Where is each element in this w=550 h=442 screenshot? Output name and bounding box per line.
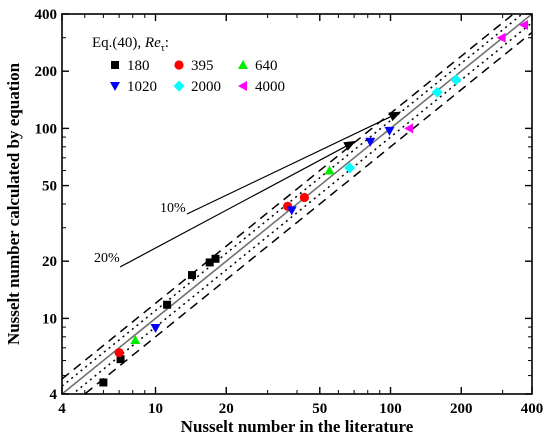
- data-point-2000-1: [431, 86, 443, 98]
- legend: Eq.(40), Reτ: 180 395 640 1020 2000 4000: [92, 35, 285, 95]
- data-point-180-1: [116, 355, 125, 364]
- legend-title-colon: :: [165, 35, 169, 51]
- data-point-640-1: [324, 165, 335, 175]
- y-tick-label-4: 100: [35, 121, 58, 137]
- legend-marker-395: [174, 60, 184, 70]
- band-line-3: [62, 14, 515, 380]
- data-point-1020-0: [150, 324, 161, 334]
- legend-label-4000: 4000: [255, 79, 285, 95]
- data-point-180-3: [188, 271, 197, 280]
- data-point-2000-2: [450, 74, 462, 86]
- legend-title-prefix: Eq.(40),: [92, 35, 145, 51]
- data-point-180-2: [163, 300, 172, 309]
- x-axis-title: Nusselt number in the literature: [181, 417, 414, 436]
- data-point-1020-3: [384, 126, 395, 136]
- y-tick-label-0: 4: [50, 387, 58, 403]
- data-point-1020-1: [286, 206, 297, 216]
- y-axis-title: Nusselt number calculated by equation: [4, 62, 23, 345]
- legend-marker-1020: [110, 82, 120, 91]
- legend-marker-4000: [238, 81, 247, 91]
- legend-label-640: 640: [255, 58, 278, 74]
- y-tick-label-3: 50: [42, 179, 57, 195]
- x-tick-label-6: 400: [521, 401, 544, 417]
- data-point-180-5: [211, 254, 220, 263]
- x-tick-label-1: 10: [148, 401, 163, 417]
- y-tick-label-2: 20: [42, 254, 57, 270]
- legend-title-re: Re: [144, 35, 161, 51]
- data-point-395-2: [299, 192, 309, 203]
- band-line-4: [83, 31, 532, 394]
- annotations: 10% 20%: [94, 111, 402, 268]
- legend-label-180: 180: [127, 58, 150, 74]
- annotation-label-0: 10%: [160, 201, 186, 216]
- y-tick-label-1: 10: [42, 311, 57, 327]
- data-point-395-0: [114, 348, 124, 358]
- legend-label-2000: 2000: [191, 79, 221, 95]
- data-point-640-0: [130, 334, 141, 344]
- x-tick-label-4: 100: [379, 401, 402, 417]
- data-point-180-4: [205, 258, 214, 267]
- legend-marker-640: [238, 60, 248, 69]
- legend-marker-180: [111, 61, 119, 69]
- data-point-4000-0: [404, 123, 414, 134]
- data-point-2000-0: [344, 162, 356, 174]
- data-point-1020-2: [365, 137, 376, 147]
- data-point-180-0: [99, 378, 108, 387]
- x-tick-label-0: 4: [58, 401, 66, 417]
- x-tick-label-5: 200: [450, 401, 473, 417]
- legend-label-395: 395: [191, 58, 214, 74]
- y-tick-label-6: 400: [35, 7, 58, 23]
- y-tick-label-5: 200: [35, 64, 58, 80]
- data-point-4000-1: [496, 32, 506, 43]
- annotation-arrow-1: [119, 140, 357, 268]
- annotation-label-1: 20%: [94, 251, 120, 266]
- legend-title: Eq.(40), Reτ:: [92, 35, 169, 54]
- data-point-4000-2: [519, 20, 529, 31]
- x-axis: 4 10 20 50 100 200 400: [58, 14, 543, 417]
- x-tick-label-2: 20: [219, 401, 234, 417]
- annotation-arrow-0: [186, 111, 402, 215]
- legend-title-sub: τ: [161, 43, 165, 54]
- data-points: [99, 20, 529, 387]
- legend-label-1020: 1020: [127, 79, 157, 95]
- legend-marker-2000: [173, 80, 185, 92]
- x-tick-label-3: 50: [312, 401, 327, 417]
